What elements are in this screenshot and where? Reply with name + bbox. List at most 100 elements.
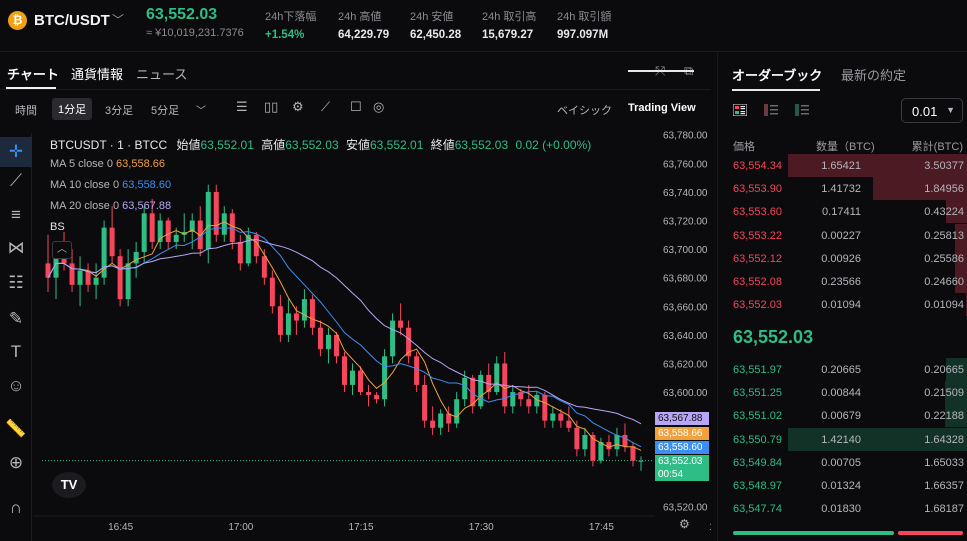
row-price: 63,552.12 — [733, 252, 782, 265]
tab-underline — [732, 89, 820, 91]
bid-row[interactable]: 63,549.84 0.00705 1.65033 — [718, 451, 967, 474]
header-cumulative: 累計(BTC) — [911, 141, 963, 153]
chart-toolbar: 時間 1分足 3分足 5分足 ﹀ ☰ ▯▯ ⚙ ⟋ ☐ ◎ ベイシック Trad… — [0, 91, 711, 124]
pair-selector[interactable]: BTC/USDT — [34, 12, 110, 29]
bid-row[interactable]: 63,551.97 0.20665 0.20665 — [718, 358, 967, 381]
chart-type-icon[interactable]: ⟋ — [321, 99, 331, 114]
row-qty: 0.00679 — [821, 410, 861, 423]
legend-ma5[interactable]: MA 5 close 0 63,558.66 — [50, 158, 165, 170]
row-qty: 0.01094 — [821, 299, 861, 312]
candle-body — [614, 434, 620, 450]
ask-row[interactable]: 63,552.08 0.23566 0.24660 — [718, 270, 967, 293]
tab-recent-trades[interactable]: 最新の約定 — [841, 68, 907, 83]
ma5-price-tag: 63,558.66 — [655, 427, 709, 440]
legend-symbol: BTCUSDT · 1 · BTCC — [50, 138, 168, 152]
candle-body — [173, 234, 179, 242]
precision-select[interactable]: 0.01 ▼ — [901, 98, 963, 123]
candle-body — [518, 392, 524, 400]
text-icon[interactable]: T — [10, 342, 22, 361]
tab-news[interactable]: ニュース — [136, 67, 188, 82]
legend-collapse-button[interactable]: ︿ — [52, 241, 72, 259]
square-icon[interactable]: ☐ — [350, 99, 362, 114]
x-tick-label: 18:00 — [709, 522, 711, 533]
pattern-icon[interactable]: ⋈ — [7, 238, 25, 257]
legend-bs[interactable]: BS — [50, 221, 65, 233]
bid-row[interactable]: 63,548.97 0.01324 1.66357 — [718, 474, 967, 497]
indicators-list-icon[interactable]: ☰ — [236, 99, 248, 114]
candle-body — [133, 251, 139, 264]
candle-body — [590, 434, 596, 461]
ask-row[interactable]: 63,553.60 0.17411 0.43224 — [718, 200, 967, 224]
ma20-price-tag: 63,567.88 — [655, 412, 709, 425]
chevron-down-icon[interactable]: ﹀ — [196, 106, 206, 117]
candle-body — [390, 320, 396, 357]
timeframe-1m[interactable]: 1分足 — [52, 98, 93, 120]
chevron-down-icon[interactable]: ﹀ — [112, 13, 125, 27]
horizontal-lines-icon[interactable]: ≡ — [11, 205, 21, 224]
bid-row[interactable]: 63,551.25 0.00844 0.21509 — [718, 381, 967, 405]
candle-body — [205, 191, 211, 250]
timeframe-5m[interactable]: 5分足 — [151, 105, 180, 117]
stat-value: 64,229.79 — [338, 29, 390, 41]
orderbook-panel: オーダーブック 最新の約定 0.01 ▼ 価格 数量（BTC) 累計(BTC) … — [717, 53, 967, 541]
candle-body — [566, 420, 572, 428]
row-cum: 0.25813 — [924, 229, 964, 242]
x-tick-label: 16:45 — [108, 522, 133, 533]
ticker-bar: ₿ BTC/USDT ﹀ 63,552.03 ≈ ¥10,019,231.737… — [0, 0, 967, 52]
gear-icon[interactable]: ⚙ — [292, 99, 304, 114]
legend-ma20[interactable]: MA 20 close 0 63,567.88 — [50, 200, 171, 212]
row-price: 63,551.97 — [733, 364, 782, 376]
row-cum: 0.43224 — [924, 206, 964, 219]
candle-body — [414, 356, 420, 385]
tab-orderbook[interactable]: オーダーブック — [732, 68, 823, 83]
screenshot-icon[interactable]: ◎ — [373, 99, 385, 114]
zoom-in-icon[interactable]: ⊕ — [8, 453, 24, 472]
row-qty: 0.20665 — [821, 364, 861, 376]
stat-label: 24h 取引額 — [557, 11, 612, 23]
ruler-icon[interactable]: 📏 — [5, 419, 27, 438]
orderbook-bids-icon[interactable] — [795, 104, 809, 116]
candle-body — [77, 270, 83, 285]
timeframe-time[interactable]: 時間 — [15, 105, 37, 117]
ask-row[interactable]: 63,552.03 0.01094 0.01094 — [718, 293, 967, 317]
crosshair-icon[interactable]: ✛ — [0, 137, 32, 167]
tab-coin-info[interactable]: 通貨情報 — [71, 67, 124, 82]
ask-row[interactable]: 63,552.12 0.00926 0.25586 — [718, 246, 967, 270]
view-basic[interactable]: ベイシック — [557, 105, 612, 117]
row-qty: 1.65421 — [821, 160, 861, 172]
candle-body — [542, 394, 548, 421]
candle-body — [582, 434, 588, 450]
view-underline — [628, 70, 694, 72]
compare-icon[interactable]: ▯▯ — [264, 99, 279, 114]
timeframe-3m[interactable]: 3分足 — [105, 105, 134, 117]
candle-body — [550, 413, 556, 421]
tab-chart[interactable]: チャート — [7, 67, 59, 82]
candle-body — [165, 220, 171, 242]
row-price: 63,551.02 — [733, 410, 782, 423]
orderbook-both-icon[interactable] — [733, 104, 747, 116]
magnet-icon[interactable]: ∩ — [9, 498, 23, 517]
orderbook-asks-icon[interactable] — [764, 104, 778, 116]
bid-row[interactable]: 63,547.74 0.01830 1.68187 — [718, 497, 967, 520]
candle-body — [374, 394, 380, 400]
ask-row[interactable]: 63,553.22 0.00227 0.25813 — [718, 223, 967, 247]
bid-row[interactable]: 63,551.02 0.00679 0.22188 — [718, 404, 967, 428]
legend-ma10[interactable]: MA 10 close 0 63,558.60 — [50, 179, 171, 191]
sell-ratio-bar — [898, 531, 963, 535]
ask-row[interactable]: 63,553.90 1.41732 1.84956 — [718, 177, 967, 201]
bid-row[interactable]: 63,550.79 1.42140 1.64328 — [718, 427, 967, 451]
row-qty: 0.00227 — [821, 229, 861, 242]
row-cum: 0.21509 — [924, 387, 964, 400]
candle-body — [221, 213, 227, 235]
view-trading-view[interactable]: Trading View — [628, 102, 696, 114]
candle-body — [438, 413, 444, 428]
trendline-icon[interactable]: ⟋ — [10, 171, 22, 190]
chart-legend: BTCUSDT · 1 · BTCC 始値63,552.01 高値63,552.… — [50, 136, 591, 153]
brush-icon[interactable]: ✎ — [8, 309, 24, 328]
ask-row[interactable]: 63,554.34 1.65421 3.50377 — [718, 154, 967, 177]
emoji-icon[interactable]: ☺ — [7, 376, 25, 395]
y-tick-label: 63,520.00 — [663, 502, 708, 513]
candle-body — [638, 460, 644, 462]
fib-icon[interactable]: ☷ — [8, 273, 24, 292]
depth-bar — [955, 223, 967, 247]
